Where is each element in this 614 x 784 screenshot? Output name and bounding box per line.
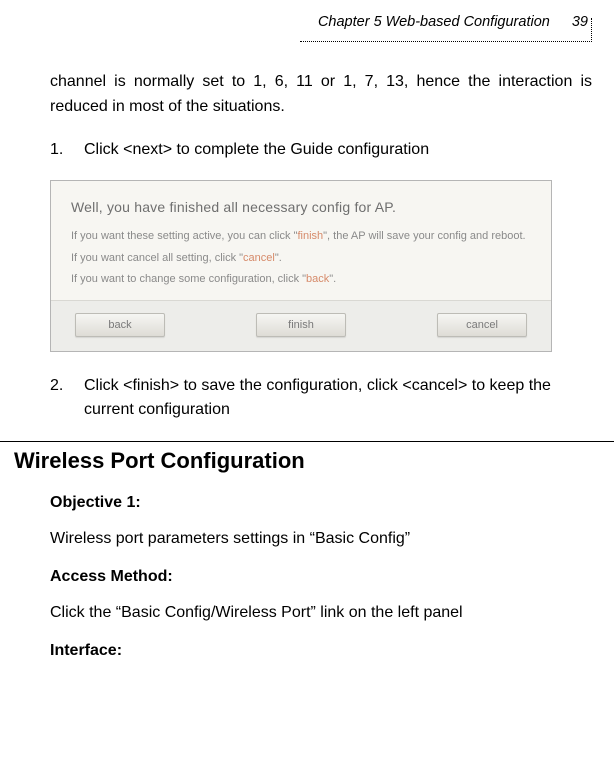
access-method-text: Click the “Basic Config/Wireless Port” l…	[50, 604, 592, 622]
step-2-text: Click <finish> to save the configuration…	[84, 377, 551, 419]
screenshot-body: Well, you have finished all necessary co…	[51, 181, 551, 299]
page-number: 39	[572, 14, 588, 30]
step-2-num: 2.	[50, 374, 84, 399]
finish-button[interactable]: finish	[256, 313, 346, 337]
step-1: 1.Click <next> to complete the Guide con…	[50, 138, 592, 163]
interface-label: Interface:	[50, 642, 592, 660]
config-wizard-screenshot: Well, you have finished all necessary co…	[50, 180, 552, 351]
intro-paragraph: channel is normally set to 1, 6, 11 or 1…	[50, 70, 592, 120]
section-rule	[0, 441, 614, 442]
keyword-finish: finish	[297, 230, 323, 242]
screenshot-line-1: If you want these setting active, you ca…	[71, 229, 531, 244]
screenshot-line-2: If you want cancel all setting, click "c…	[71, 251, 531, 266]
page-header: Chapter 5 Web-based Configuration 39	[0, 0, 614, 34]
screenshot-button-row: back finish cancel	[51, 300, 551, 351]
chapter-title: Chapter 5 Web-based Configuration	[318, 14, 550, 30]
screenshot-line-3: If you want to change some configuration…	[71, 272, 531, 287]
access-method-label: Access Method:	[50, 568, 592, 586]
page-content: channel is normally set to 1, 6, 11 or 1…	[0, 42, 614, 660]
objective-label: Objective 1:	[50, 494, 592, 512]
objective-text: Wireless port parameters settings in “Ba…	[50, 530, 592, 548]
section-title: Wireless Port Configuration	[14, 448, 592, 474]
back-button[interactable]: back	[75, 313, 165, 337]
keyword-back: back	[306, 273, 329, 285]
cancel-button[interactable]: cancel	[437, 313, 527, 337]
screenshot-title: Well, you have finished all necessary co…	[71, 199, 531, 215]
step-1-num: 1.	[50, 138, 84, 163]
step-2: 2.Click <finish> to save the configurati…	[50, 374, 592, 424]
keyword-cancel: cancel	[243, 252, 275, 264]
step-1-text: Click <next> to complete the Guide confi…	[84, 141, 429, 158]
header-rule	[300, 34, 592, 42]
header-tick	[591, 18, 592, 42]
